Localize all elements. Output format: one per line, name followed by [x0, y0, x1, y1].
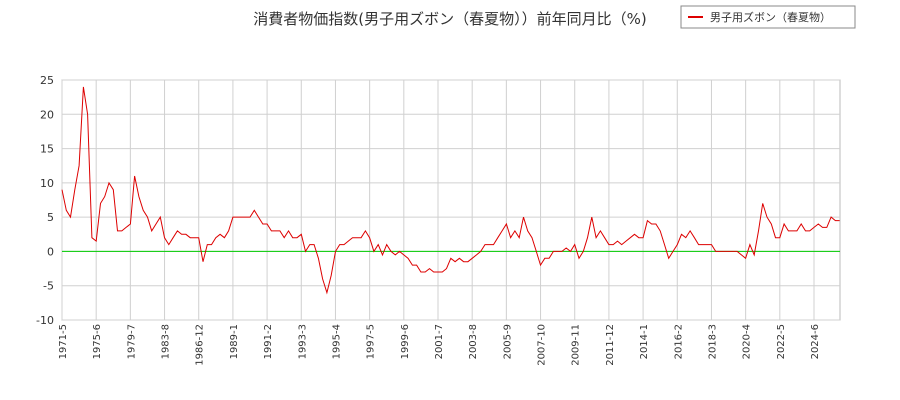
y-tick-label: 20 [40, 108, 54, 121]
y-tick-label: 25 [40, 74, 54, 87]
y-tick-label: 15 [40, 143, 54, 156]
x-tick-label: 2007-10 [537, 324, 548, 366]
x-tick-label: 2018-3 [707, 324, 718, 359]
x-tick-label: 2024-6 [810, 324, 821, 359]
x-tick-label: 1983-8 [161, 324, 172, 359]
x-tick-label: 2009-11 [571, 324, 582, 366]
x-tick-label: 1993-3 [297, 324, 308, 359]
legend-label: 男子用ズボン（春夏物） [710, 10, 831, 24]
x-tick-label: 1979-7 [126, 324, 137, 359]
x-tick-label: 2001-7 [434, 324, 445, 359]
x-tick-label: 1997-5 [366, 324, 377, 359]
series-line [61, 86, 840, 295]
chart-title: 消費者物価指数(男子用ズボン（春夏物））前年同月比（%) [253, 10, 646, 28]
y-tick-label: 10 [40, 177, 54, 190]
y-tick-label: -5 [43, 280, 54, 293]
x-tick-label: 2016-2 [673, 324, 684, 359]
x-tick-label: 2022-5 [776, 324, 787, 359]
x-tick-label: 1989-1 [229, 324, 240, 359]
x-tick-label: 1995-4 [331, 324, 342, 359]
x-tick-label: 1975-6 [92, 324, 103, 359]
y-tick-label: -10 [36, 314, 54, 327]
x-tick-label: 2005-9 [502, 324, 513, 359]
legend-box [680, 5, 856, 29]
x-tick-label: 2003-8 [468, 324, 479, 359]
plot-area [61, 79, 841, 321]
x-tick-label: 2020-4 [742, 324, 753, 359]
x-tick-label: 2014-1 [639, 324, 650, 359]
x-tick-label: 2011-12 [605, 324, 616, 366]
x-tick-label: 1971-5 [58, 324, 69, 359]
x-tick-label: 1999-6 [400, 324, 411, 359]
x-tick-label: 1986-12 [195, 324, 206, 366]
x-tick-label: 1991-2 [263, 324, 274, 359]
y-tick-label: 0 [47, 245, 54, 258]
y-tick-label: 5 [47, 211, 54, 224]
